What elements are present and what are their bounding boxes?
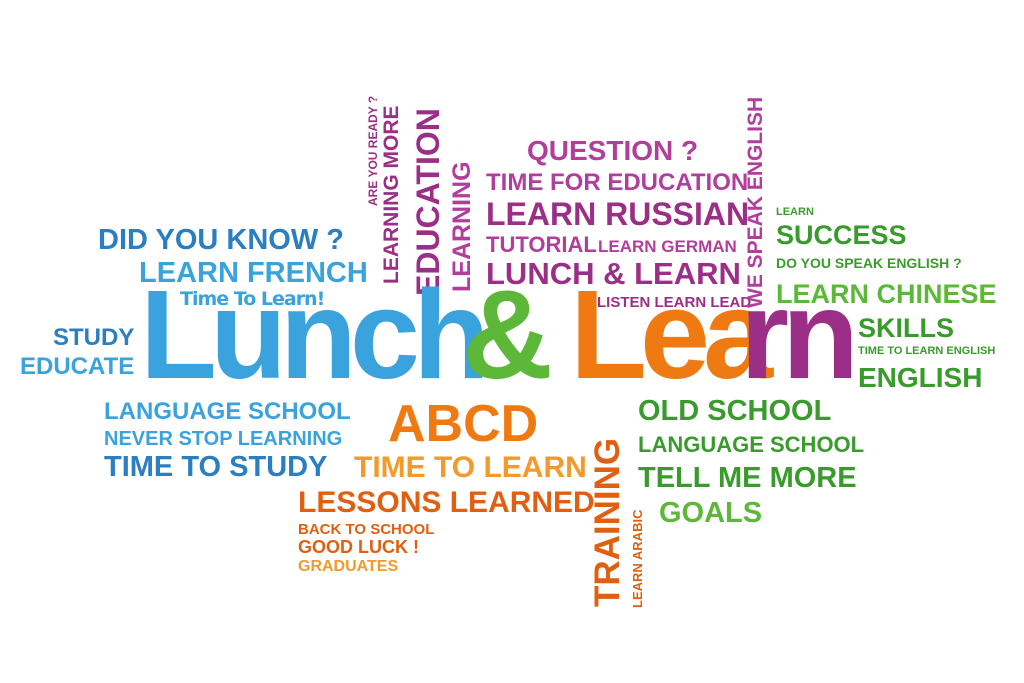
word-are-you-ready: ARE YOU READY ?	[366, 95, 380, 206]
word-learn-german: LEARN GERMAN	[598, 237, 737, 256]
word-old-school: OLD SCHOOL	[638, 395, 832, 427]
word-goals: GOALS	[659, 497, 763, 529]
word-training: TRAINING	[588, 437, 627, 607]
word-time-to-learn-english: TIME TO LEARN ENGLISH	[858, 345, 996, 357]
word-back-to-school: BACK TO SCHOOL	[298, 521, 435, 538]
word-skills: SKILLS	[858, 313, 955, 343]
headline-rn: rn	[740, 264, 859, 405]
headline-lea: Lea	[570, 264, 773, 405]
word-success: SUCCESS	[776, 220, 907, 250]
word-study: STUDY	[53, 324, 135, 351]
word-time-to-study: TIME TO STUDY	[104, 451, 328, 483]
word-learn-small: LEARN	[776, 206, 814, 218]
word-do-you-speak-english: DO YOU SPEAK ENGLISH ?	[776, 255, 962, 271]
word-language-school-right: LANGUAGE SCHOOL	[638, 432, 865, 457]
headline-lunch: Lunch	[140, 264, 490, 405]
word-lessons-learned: LESSONS LEARNED	[298, 486, 595, 519]
word-tell-me-more: TELL ME MORE	[638, 462, 857, 494]
word-educate: EDUCATE	[20, 353, 135, 380]
word-english: ENGLISH	[858, 362, 983, 393]
word-question: QUESTION ?	[527, 135, 699, 166]
word-learn-chinese: LEARN CHINESE	[776, 279, 997, 309]
word-did-you-know: DID YOU KNOW ?	[98, 224, 344, 256]
word-learn-arabic: LEARN ARABIC	[630, 509, 645, 608]
word-time-to-learn: TIME TO LEARN	[354, 451, 587, 484]
word-learn-french: LEARN FRENCH	[139, 257, 368, 289]
headline-ampersand: &	[462, 264, 553, 405]
word-time-to-learn-script: Time To Learn!	[180, 288, 325, 310]
word-time-for-education: TIME FOR EDUCATION	[486, 169, 749, 196]
word-listen-learn-lead: LISTEN LEARN LEAD	[597, 294, 752, 311]
headline: Lunch & Lea rn	[140, 272, 860, 402]
word-learning-more: LEARNING MORE	[380, 105, 403, 285]
word-tutorial: TUTORIAL	[486, 232, 597, 257]
word-learn-russian: LEARN RUSSIAN	[486, 196, 750, 232]
word-language-school-left: LANGUAGE SCHOOL	[104, 398, 351, 425]
word-lunch-and-learn: LUNCH & LEARN	[486, 256, 741, 291]
word-graduates: GRADUATES	[298, 558, 399, 575]
word-never-stop-learning: NEVER STOP LEARNING	[104, 428, 343, 450]
word-good-luck: GOOD LUCK !	[298, 537, 419, 557]
word-abcd: ABCD	[388, 395, 539, 453]
